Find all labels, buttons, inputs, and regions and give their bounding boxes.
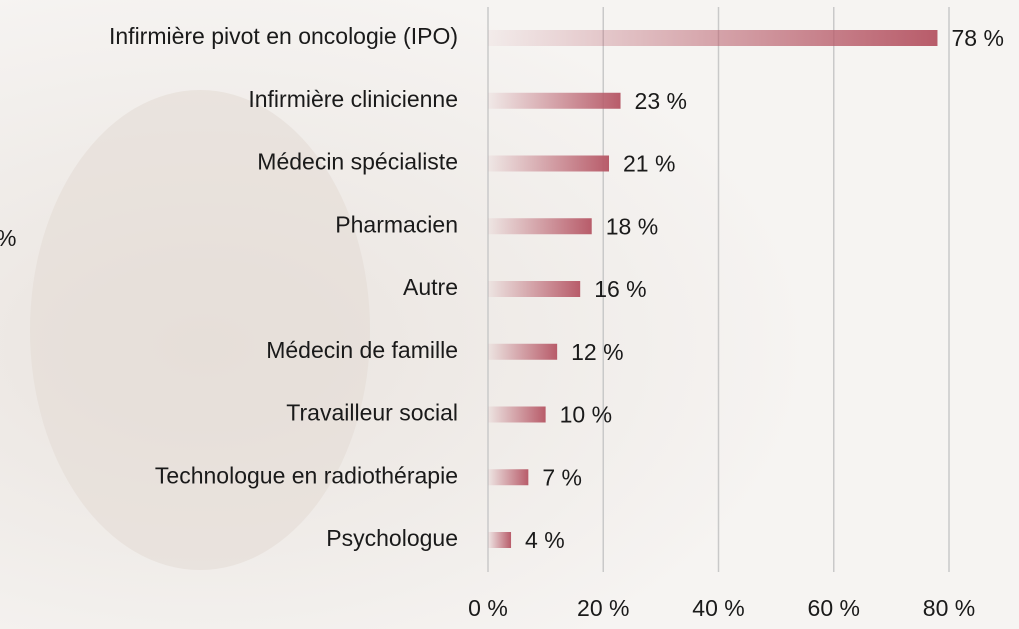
bar [488,281,580,297]
bar [488,30,937,46]
x-tick-label: 20 % [577,595,629,621]
y-tick-label: Technologue en radiothérapie [155,462,458,488]
value-label: 23 % [635,88,687,114]
value-label: 18 % [606,213,658,239]
value-label: 21 % [623,151,675,177]
bar [488,218,592,234]
bar [488,156,609,172]
value-label: 78 % [951,25,1003,51]
bar [488,344,557,360]
y-tick-label: Autre [403,274,458,300]
value-label: 16 % [594,276,646,302]
y-tick-label: Médecin spécialiste [257,149,458,175]
y-tick-label: Psychologue [326,525,458,551]
bar [488,469,528,485]
chart: % 0 % 20 % 40 % 60 % 80 % Infirmière pivot en… [0,0,1019,629]
y-tick-label: Infirmière clinicienne [248,86,458,112]
y-tick-label: Médecin de famille [266,337,458,363]
value-label: 10 % [560,402,612,428]
y-tick-label: Pharmacien [335,211,458,237]
x-tick-label: 60 % [808,595,860,621]
y-tick-label: Travailleur social [286,400,458,426]
side-text: % [0,225,16,251]
x-tick-label: 0 % [468,595,508,621]
bar [488,407,546,423]
value-label: 12 % [571,339,623,365]
x-tick-label: 80 % [923,595,975,621]
x-tick-label: 40 % [692,595,744,621]
value-label: 4 % [525,527,565,553]
y-tick-label: Infirmière pivot en oncologie (IPO) [109,23,458,49]
bar [488,532,511,548]
bar [488,93,621,109]
value-label: 7 % [542,464,582,490]
